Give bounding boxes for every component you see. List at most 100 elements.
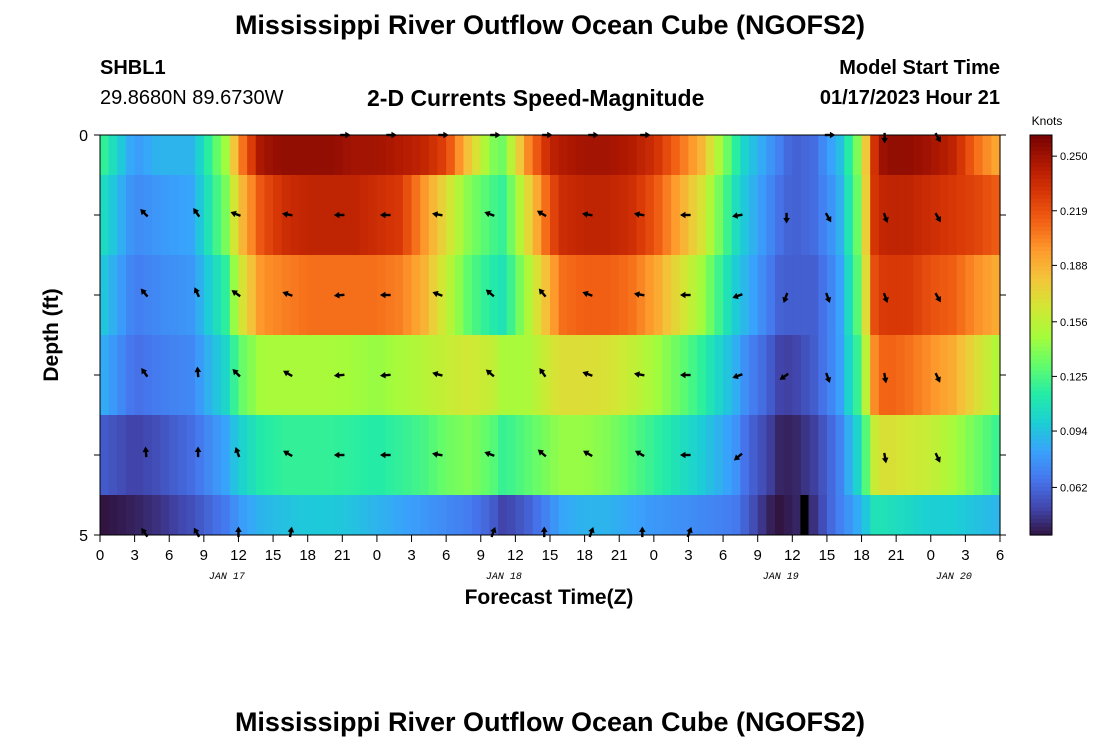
colorbar-step — [1030, 431, 1052, 436]
heatmap-cell — [627, 415, 638, 495]
heatmap-cell — [550, 175, 560, 255]
heatmap-cell — [826, 495, 837, 535]
colorbar-tick-label: 0.094 — [1060, 426, 1088, 438]
heatmap-cell — [402, 335, 413, 415]
heatmap-cell — [705, 255, 716, 335]
heatmap-cell — [965, 175, 975, 255]
heatmap-cell — [835, 175, 845, 255]
colorbar-step — [1030, 139, 1052, 144]
colorbar-step — [1030, 291, 1052, 296]
arrow-head — [881, 138, 888, 144]
current-arrow — [881, 372, 889, 384]
colorbar-step — [1030, 255, 1052, 260]
heatmap-cell — [325, 495, 335, 535]
heatmap-cell — [454, 135, 465, 175]
heatmap-cell — [316, 175, 326, 255]
colorbar-step — [1030, 271, 1052, 276]
heatmap-cell — [247, 175, 257, 255]
heatmap-cell — [221, 335, 231, 415]
heatmap-cell — [151, 415, 162, 495]
arrow-head — [881, 377, 889, 384]
heatmap-cell — [100, 495, 110, 535]
heatmap-cell — [143, 495, 153, 535]
heatmap-cell — [446, 255, 456, 335]
heatmap-cell — [922, 175, 932, 255]
colorbar-step — [1030, 479, 1052, 484]
x-tick-label: 12 — [507, 547, 524, 564]
heatmap-cell — [775, 175, 785, 255]
colorbar-step — [1030, 519, 1052, 524]
colorbar-step — [1030, 319, 1052, 324]
heatmap-cell — [593, 175, 603, 255]
current-arrow — [639, 526, 646, 538]
heatmap-cell — [143, 255, 153, 335]
heatmap-cell — [446, 335, 456, 415]
heatmap-cell — [402, 175, 413, 255]
colorbar-step — [1030, 311, 1052, 316]
heatmap-cell — [740, 135, 750, 175]
current-arrow — [140, 288, 149, 298]
heatmap-cell — [800, 175, 811, 255]
heatmap-cell — [861, 335, 871, 415]
heatmap-cell — [671, 135, 681, 175]
heatmap-cell — [359, 335, 369, 415]
heatmap-cell — [939, 415, 949, 495]
date-label: JAN 17 — [209, 572, 245, 583]
heatmap-cell — [108, 135, 118, 175]
arrow-head — [633, 291, 640, 298]
heatmap-cell — [342, 415, 352, 495]
colorbar-step — [1030, 223, 1052, 228]
current-arrow — [882, 212, 889, 223]
x-tick-label: 18 — [299, 547, 316, 564]
heatmap-cell — [472, 255, 482, 335]
heatmap-cell — [757, 335, 767, 415]
arrow-head — [686, 527, 693, 534]
heatmap-cell — [567, 175, 577, 255]
colorbar-step — [1030, 375, 1052, 380]
heatmap-cell — [454, 175, 465, 255]
heatmap-cell — [125, 175, 136, 255]
heatmap-cell — [325, 175, 335, 255]
current-arrow — [634, 450, 645, 458]
current-arrow — [536, 210, 547, 218]
heatmap-cell — [100, 415, 110, 495]
colorbar-step — [1030, 503, 1052, 508]
heatmap-cell — [186, 495, 196, 535]
heatmap-cell — [316, 255, 326, 335]
heatmap-cell — [575, 335, 586, 415]
heatmap-cell — [177, 255, 188, 335]
heatmap-cell — [532, 175, 542, 255]
arrow-head — [881, 457, 889, 464]
x-tick-label: 3 — [684, 547, 692, 564]
heatmap-cell — [870, 415, 880, 495]
heatmap-cell — [454, 415, 465, 495]
x-tick-label: 15 — [819, 547, 836, 564]
heatmap-cell — [974, 135, 984, 175]
colorbar-step — [1030, 459, 1052, 464]
heatmap-cell — [117, 415, 127, 495]
heatmap-cell — [757, 415, 767, 495]
heatmap-cell — [325, 335, 335, 415]
colorbar-frame — [1029, 134, 1053, 536]
arrow-head — [333, 371, 340, 379]
arrow-head — [379, 211, 386, 219]
arrow-head — [283, 450, 290, 457]
arrow-head — [142, 446, 150, 453]
heatmap-cell — [515, 495, 525, 535]
heatmap-cell — [697, 135, 707, 175]
heatmap-cell — [420, 135, 430, 175]
colorbar-step — [1030, 303, 1052, 308]
heatmap-cell — [524, 415, 534, 495]
arrow-head — [732, 372, 739, 380]
heatmap-cell — [896, 335, 906, 415]
heatmap-cell — [541, 495, 551, 535]
heatmap-cell — [550, 255, 560, 335]
heatmap-cell — [645, 495, 655, 535]
heatmap-cell — [800, 135, 811, 175]
heatmap-cell — [273, 335, 283, 415]
colorbar-step — [1030, 335, 1052, 340]
heatmap-cell — [593, 135, 603, 175]
heatmap-cell — [826, 335, 837, 415]
heatmap-cell — [645, 335, 655, 415]
heatmap-cell — [601, 175, 612, 255]
